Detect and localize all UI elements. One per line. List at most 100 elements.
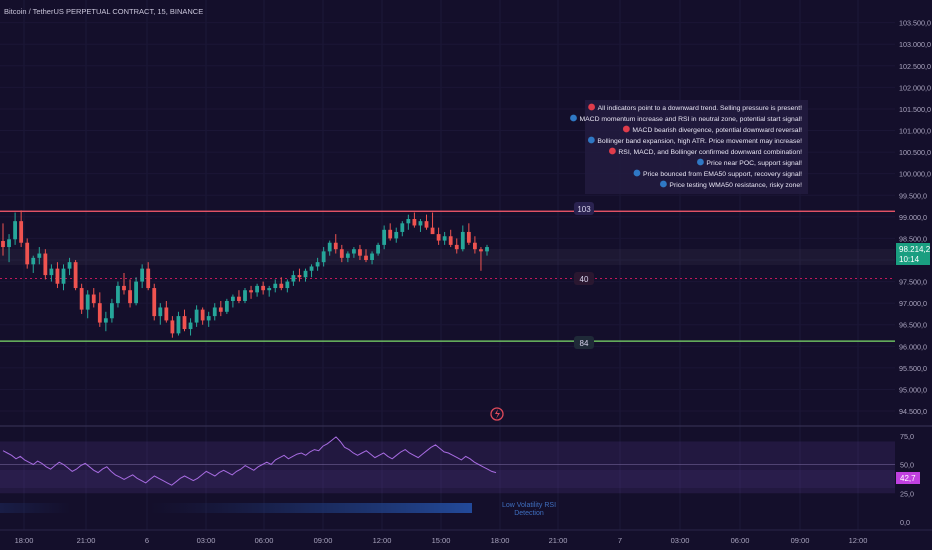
signal-item: All indicators point to a downward trend… — [588, 103, 803, 112]
candle-body — [103, 318, 108, 323]
low-vol-bar-left — [0, 503, 70, 513]
resistance-label: 103 — [577, 205, 591, 214]
candle-body — [327, 242, 332, 252]
candle-body — [412, 219, 417, 226]
candle-body — [255, 285, 259, 293]
time-tick: 12:00 — [373, 536, 392, 545]
candle-body — [473, 242, 477, 250]
candle-body — [170, 320, 175, 334]
signal-item: Price testing WMA50 resistance, risky zo… — [660, 180, 802, 189]
candle-body — [333, 242, 338, 250]
lightning-icon[interactable] — [490, 407, 504, 421]
price-tick: 103.500,0 — [899, 19, 931, 28]
rsi-axis[interactable]: 75,0 50,0 25,0 0,0 — [900, 432, 914, 527]
resistance-marker: 103 — [574, 202, 594, 215]
candle-body — [1, 241, 5, 248]
candle-body — [25, 242, 30, 265]
candle-body — [243, 290, 247, 301]
candle-body — [394, 231, 399, 239]
candle-body — [37, 253, 42, 258]
candle-body — [85, 294, 90, 310]
candle-body — [61, 268, 66, 284]
rsi-line — [2, 436, 497, 486]
rsi-tick: 50,0 — [900, 461, 914, 470]
price-tick: 102.000,0 — [899, 83, 931, 92]
price-tick: 101.500,0 — [899, 105, 931, 114]
candle-body — [364, 255, 368, 260]
candle-body — [19, 221, 24, 243]
signal-text: RSI, MACD, and Bollinger confirmed downw… — [618, 149, 802, 156]
candles-group — [1, 210, 489, 338]
rsi-value-badge: 42,7 — [896, 472, 920, 484]
candle-body — [485, 247, 489, 252]
candle-body — [279, 283, 284, 289]
candle-body — [303, 270, 308, 278]
candle-body — [200, 309, 205, 321]
red-dot-icon — [588, 103, 595, 111]
signal-text: Price near POC, support signal! — [706, 160, 802, 167]
candle-body — [249, 290, 253, 293]
candle-body — [345, 253, 350, 258]
price-tick: 103.000,0 — [899, 40, 931, 49]
low-vol-bar — [150, 503, 472, 513]
chart-title: Bitcoin / TetherUS PERPETUAL CONTRACT, 1… — [4, 7, 203, 16]
low-vol-label-2: Detection — [514, 510, 544, 517]
candle-body — [31, 257, 36, 265]
time-tick: 21:00 — [549, 536, 568, 545]
rsi-tick: 25,0 — [900, 489, 914, 498]
candle-body — [454, 244, 459, 250]
signal-text: All indicators point to a downward trend… — [598, 105, 803, 112]
candle-body — [285, 281, 290, 289]
candle-body — [206, 316, 211, 321]
mid-marker: 40 — [574, 272, 594, 285]
candle-body — [267, 288, 272, 291]
candle-body — [388, 229, 393, 239]
candle-body — [122, 285, 126, 291]
candle-body — [55, 268, 60, 284]
mid-label: 40 — [580, 275, 589, 284]
candle-body — [315, 262, 320, 267]
signal-text: Price bounced from EMA50 support, recove… — [643, 171, 802, 178]
signal-text: Price testing WMA50 resistance, risky zo… — [669, 182, 802, 189]
candle-body — [261, 285, 266, 291]
signal-panel: All indicators point to a downward trend… — [570, 100, 808, 194]
candle-body — [370, 253, 374, 260]
signal-item: Price bounced from EMA50 support, recove… — [633, 169, 802, 178]
candle-body — [158, 307, 163, 317]
candle-body — [436, 234, 441, 241]
candle-body — [442, 236, 447, 241]
candle-body — [297, 275, 302, 278]
time-tick: 6 — [145, 536, 149, 545]
candle-body — [128, 290, 132, 304]
price-tick: 99.500,0 — [899, 191, 927, 200]
candle-body — [424, 221, 429, 228]
candle-body — [400, 223, 405, 232]
signal-item: Price near POC, support signal! — [697, 158, 802, 167]
time-tick: 09:00 — [791, 536, 810, 545]
blue-dot-icon — [570, 114, 577, 122]
candle-body — [237, 296, 241, 301]
price-tick: 96.000,0 — [899, 342, 927, 351]
candle-body — [110, 303, 114, 319]
price-zone-band — [0, 249, 895, 265]
price-axis[interactable]: 103.500,0 103.000,0 102.500,0 102.000,0 101.… — [899, 19, 931, 416]
candle-body — [339, 249, 344, 258]
time-tick: 06:00 — [731, 536, 750, 545]
time-axis[interactable]: 18:00 21:00 6 03:00 06:00 09:00 12:00 15:00 18:0… — [15, 536, 868, 545]
support-marker: 84 — [574, 336, 594, 349]
candle-body — [182, 316, 187, 330]
signal-item: MACD bearish divergence, potential downw… — [622, 125, 802, 134]
time-tick: 03:00 — [197, 536, 216, 545]
candle-body — [164, 307, 169, 321]
candle-body — [140, 268, 145, 282]
candle-body — [376, 244, 380, 254]
time-tick: 21:00 — [77, 536, 96, 545]
time-tick: 7 — [618, 536, 622, 545]
candle-body — [73, 262, 78, 289]
candle-body — [134, 281, 138, 304]
signal-item: RSI, MACD, and Bollinger confirmed downw… — [608, 147, 802, 156]
candle-body — [194, 309, 199, 323]
rsi-band — [0, 441, 895, 494]
candle-body — [116, 285, 120, 304]
time-tick: 18:00 — [491, 536, 510, 545]
